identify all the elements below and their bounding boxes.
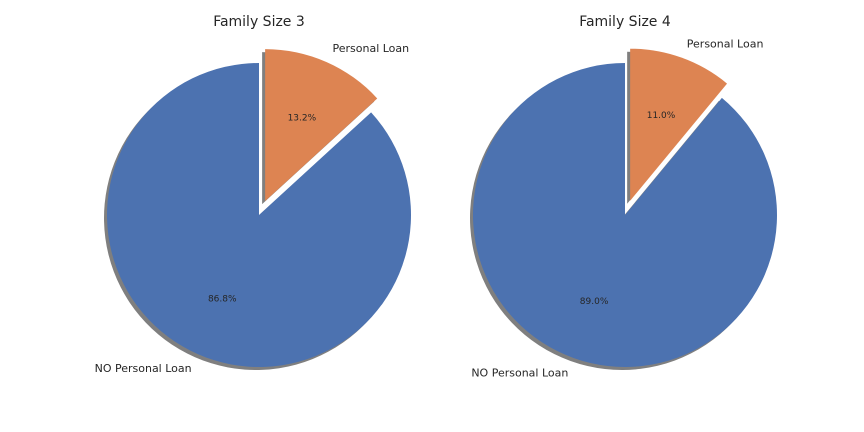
slice-label: NO Personal Loan: [95, 362, 192, 375]
pie-chart-family-size-3: NO Personal Loan 86.8% Personal Loan 13.2% F…: [95, 14, 412, 375]
pie-slice-personal-loan: [630, 48, 728, 201]
slice-label: Personal Loan: [332, 42, 409, 55]
percent-label: 89.0%: [580, 297, 609, 307]
slice-label: Personal Loan: [687, 37, 764, 50]
pie-slice-no-personal-loan: [106, 63, 412, 367]
slice-label: NO Personal Loan: [471, 366, 568, 379]
pie-slice-no-personal-loan: [473, 63, 777, 367]
pie-chart-family-size-4: NO Personal Loan 89.0% Personal Loan 11.0% F…: [470, 14, 777, 379]
percent-label: 11.0%: [647, 111, 676, 121]
percent-label: 86.8%: [208, 294, 237, 304]
chart-title: Family Size 3: [213, 14, 305, 30]
pie-slice-personal-loan: [265, 49, 378, 202]
chart-title: Family Size 4: [579, 14, 671, 30]
percent-label: 13.2%: [288, 114, 317, 124]
